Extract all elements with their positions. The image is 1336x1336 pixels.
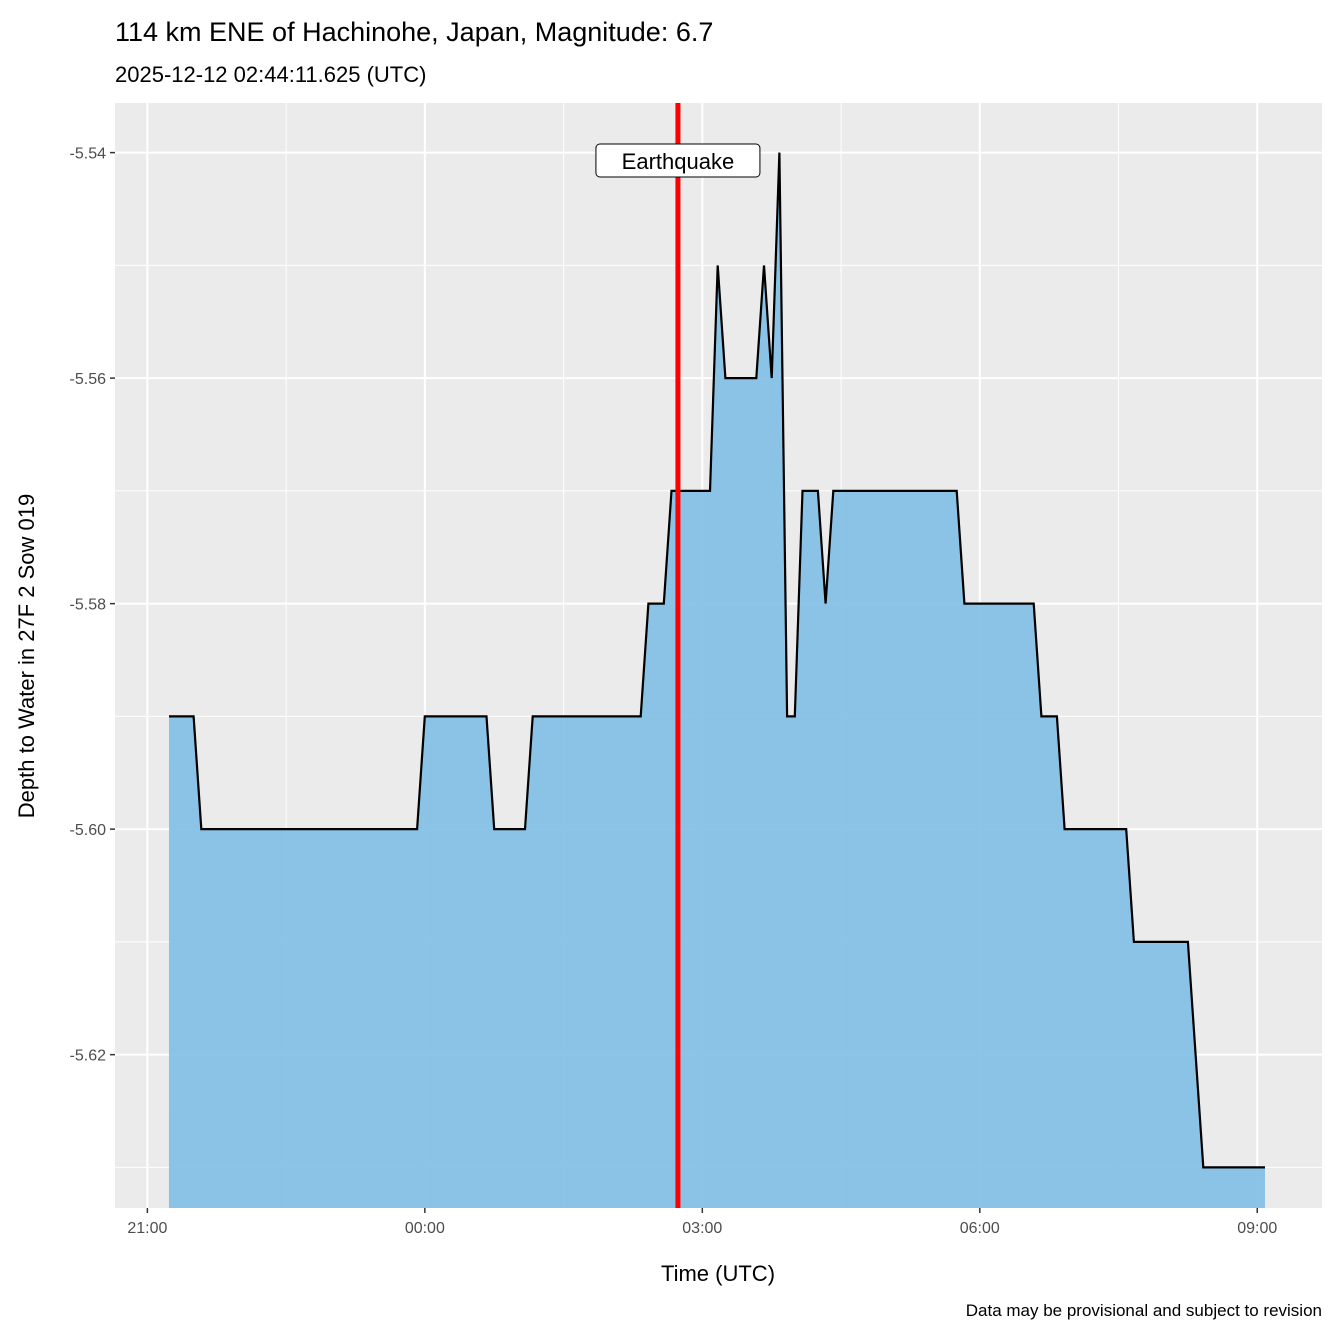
x-tick-label: 06:00	[960, 1220, 1000, 1237]
x-tick-label: 00:00	[405, 1220, 445, 1237]
y-axis: -5.54 -5.56 -5.58 -5.60 -5.62	[70, 146, 115, 1065]
earthquake-label-box	[595, 143, 761, 178]
x-tick-label: 03:00	[682, 1220, 722, 1237]
y-tick-label: -5.60	[70, 822, 107, 839]
series	[168, 152, 1265, 1209]
y-tick-label: -5.58	[70, 597, 107, 614]
y-axis-label: Depth to Water in 27F 2 Sow 019	[14, 494, 39, 818]
earthquake-label: Earthquake	[622, 149, 735, 174]
x-tick-label: 09:00	[1237, 1220, 1277, 1237]
event-marker: Earthquake	[595, 103, 761, 1208]
x-axis: 21:00 00:00 03:00 06:00 09:00	[127, 1208, 1277, 1237]
area-fill	[168, 152, 1265, 1209]
x-tick-label: 21:00	[127, 1220, 167, 1237]
series-line	[169, 152, 1265, 1169]
y-tick-label: -5.56	[70, 371, 107, 388]
chart-title: 114 km ENE of Hachinohe, Japan, Magnitud…	[115, 17, 713, 47]
y-tick-label: -5.62	[70, 1048, 107, 1065]
y-tick-label: -5.54	[70, 146, 107, 163]
caption: Data may be provisional and subject to r…	[966, 1301, 1322, 1320]
x-axis-label: Time (UTC)	[661, 1261, 775, 1286]
chart-subtitle: 2025-12-12 02:44:11.625 (UTC)	[115, 62, 426, 87]
